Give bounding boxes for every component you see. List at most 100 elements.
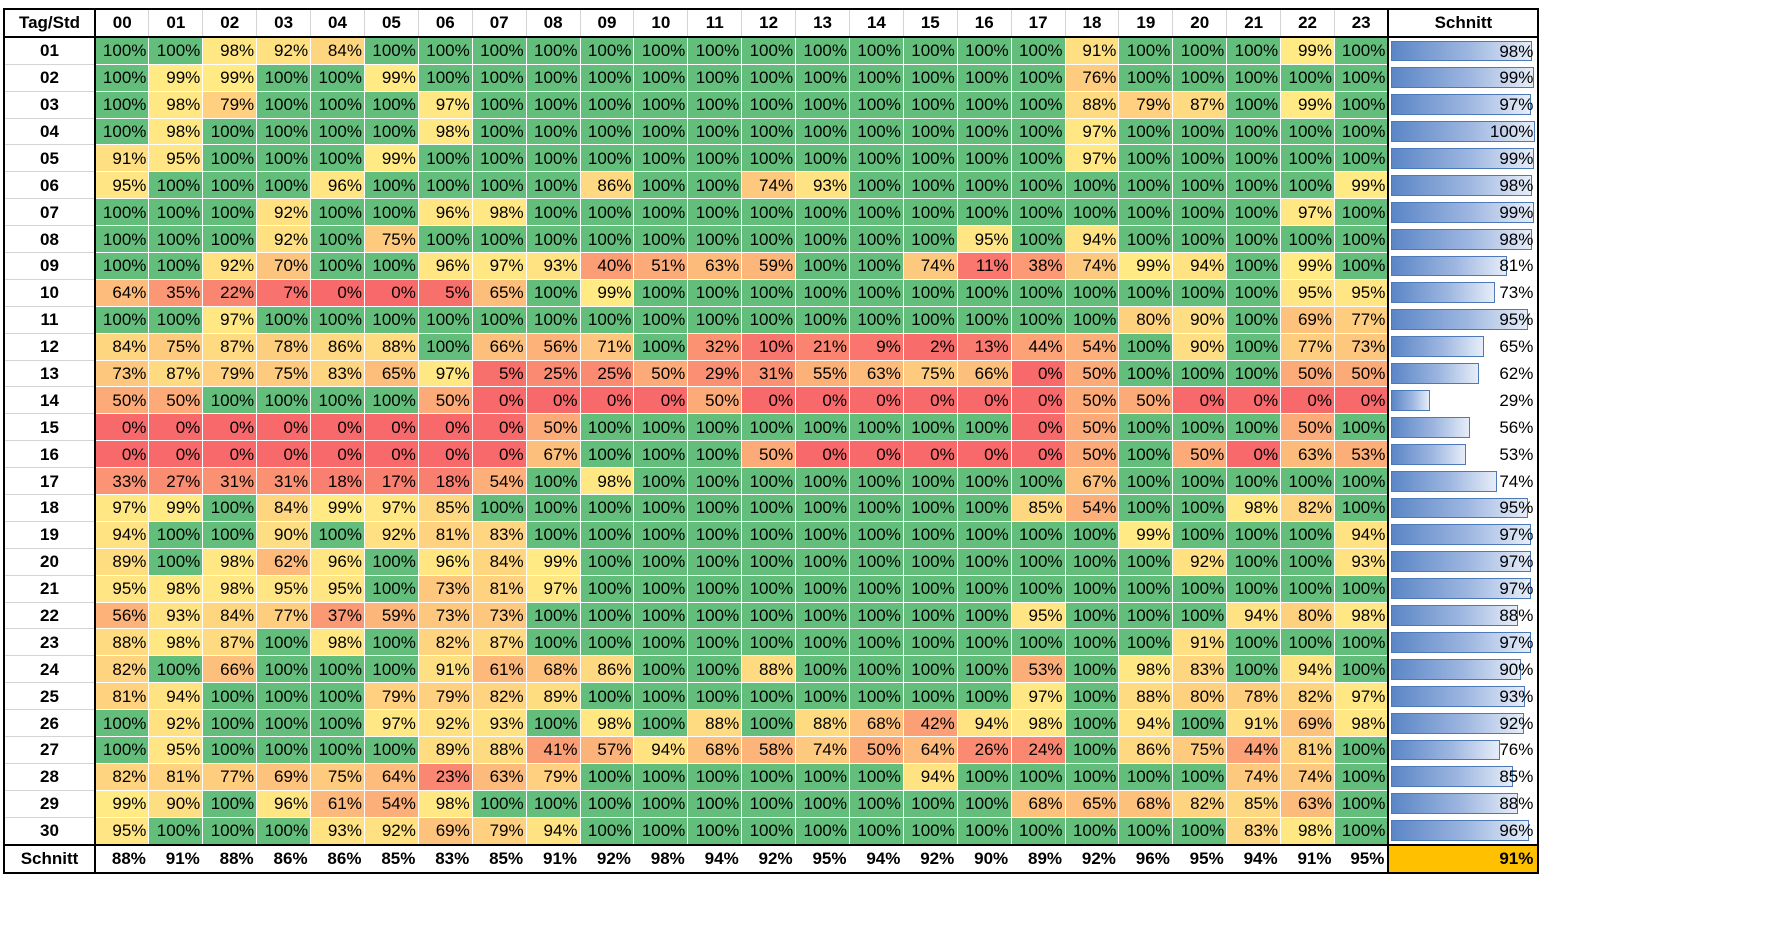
row-average-value: 98% [1499,175,1534,195]
heatmap-cell: 100% [1065,682,1119,710]
heatmap-cell: 100% [741,279,796,307]
heatmap-cell: 100% [148,817,203,845]
heatmap-cell: 100% [849,763,904,791]
heatmap-cell: 98% [1334,709,1389,737]
heatmap-cell: 100% [148,548,203,576]
heatmap-cell: 100% [1118,144,1173,172]
table-row: 21 95% 98% 98% 95% 95% 100% 73% 81% 97% 100% 100% 10… [3,574,1540,603]
row-average-cell: 95% [1387,494,1540,522]
heatmap-cell: 100% [687,144,742,172]
heatmap-cell: 100% [472,790,527,818]
heatmap-cell: 100% [1065,628,1119,656]
row-header: 08 [3,225,96,254]
heatmap-cell: 88% [364,333,419,361]
heatmap-cell: 100% [1172,467,1227,495]
heatmap-cell: 100% [148,655,203,683]
heatmap-cell: 100% [741,36,796,65]
heatmap-cell: 0% [148,413,203,441]
heatmap-cell: 100% [256,736,311,764]
heatmap-cell: 88% [1065,91,1119,119]
heatmap-cell: 54% [472,467,527,495]
row-header: 21 [3,574,96,603]
heatmap-cell: 0% [310,440,365,468]
heatmap-cell: 100% [202,171,257,199]
heatmap-cell: 100% [1011,171,1066,199]
heatmap-cell: 50% [148,386,203,414]
heatmap-cell: 100% [202,118,257,145]
row-header: 23 [3,628,96,657]
row-header: 29 [3,789,96,818]
heatmap-cell: 100% [957,279,1012,307]
heatmap-cell: 100% [957,790,1012,818]
heatmap-cell: 95% [95,575,149,603]
column-header: 04 [310,8,365,38]
heatmap-cell: 62% [256,548,311,576]
heatmap-cell: 100% [256,144,311,172]
heatmap-cell: 100% [526,602,581,629]
row-average-bar [1391,40,1533,62]
row-average-value: 96% [1499,820,1534,840]
heatmap-cell: 94% [526,817,581,845]
heatmap-cell: 98% [580,467,634,495]
heatmap-cell: 63% [849,360,904,387]
column-average-cell: 92% [903,843,958,874]
heatmap-cell: 67% [526,440,581,468]
heatmap-cell: 86% [580,171,634,199]
heatmap-cell: 100% [795,521,850,549]
heatmap-cell: 100% [1011,118,1066,145]
heatmap-cell: 100% [580,118,634,145]
heatmap-cell: 70% [256,252,311,280]
heatmap-cell: 100% [580,602,634,629]
column-average-cell: 96% [1118,843,1173,874]
heatmap-cell: 100% [1011,575,1066,603]
heatmap-cell: 100% [95,36,149,65]
corner-label: Tag/Std [3,8,96,38]
row-average-cell: 90% [1387,655,1540,683]
heatmap-cell: 100% [310,64,365,92]
heatmap-cell: 97% [95,494,149,522]
heatmap-cell: 66% [202,655,257,683]
row-average-bar [1391,793,1518,815]
heatmap-cell: 100% [256,306,311,334]
heatmap-cell: 85% [1226,790,1281,818]
heatmap-cell: 74% [741,171,796,199]
row-average-value: 97% [1499,632,1534,652]
heatmap-cell: 100% [1334,36,1389,65]
row-header: 07 [3,198,96,227]
heatmap-cell: 92% [256,225,311,253]
row-average-value: 99% [1499,202,1534,222]
heatmap-cell: 100% [849,64,904,92]
heatmap-cell: 93% [795,171,850,199]
heatmap-cell: 100% [741,790,796,818]
heatmap-cell: 87% [148,360,203,387]
heatmap-cell: 68% [1011,790,1066,818]
heatmap-cell: 100% [580,198,634,226]
heatmap-cell: 81% [148,763,203,791]
heatmap-cell: 97% [364,709,419,737]
heatmap-cell: 100% [364,171,419,199]
heatmap-cell: 100% [687,306,742,334]
row-average-bar [1391,551,1531,573]
heatmap-cell: 100% [95,709,149,737]
heatmap-cell: 100% [364,91,419,119]
column-average-cell: 91% [148,843,203,874]
heatmap-cell: 100% [1118,225,1173,253]
heatmap-cell: 68% [687,736,742,764]
heatmap-cell: 100% [472,91,527,119]
row-average-value: 29% [1499,390,1534,410]
heatmap-cell: 65% [1065,790,1119,818]
heatmap-cell: 73% [418,575,473,603]
heatmap-cell: 100% [418,306,473,334]
heatmap-cell: 80% [1118,306,1173,334]
heatmap-cell: 100% [1334,467,1389,495]
heatmap-cell: 57% [580,736,634,764]
row-header: 24 [3,655,96,684]
heatmap-cell: 89% [418,736,473,764]
heatmap-cell: 91% [1065,36,1119,65]
heatmap-cell: 99% [95,790,149,818]
heatmap-cell: 73% [418,602,473,629]
heatmap-cell: 100% [633,602,688,629]
heatmap-cell: 0% [202,413,257,441]
heatmap-cell: 100% [903,655,958,683]
heatmap-cell: 100% [148,252,203,280]
